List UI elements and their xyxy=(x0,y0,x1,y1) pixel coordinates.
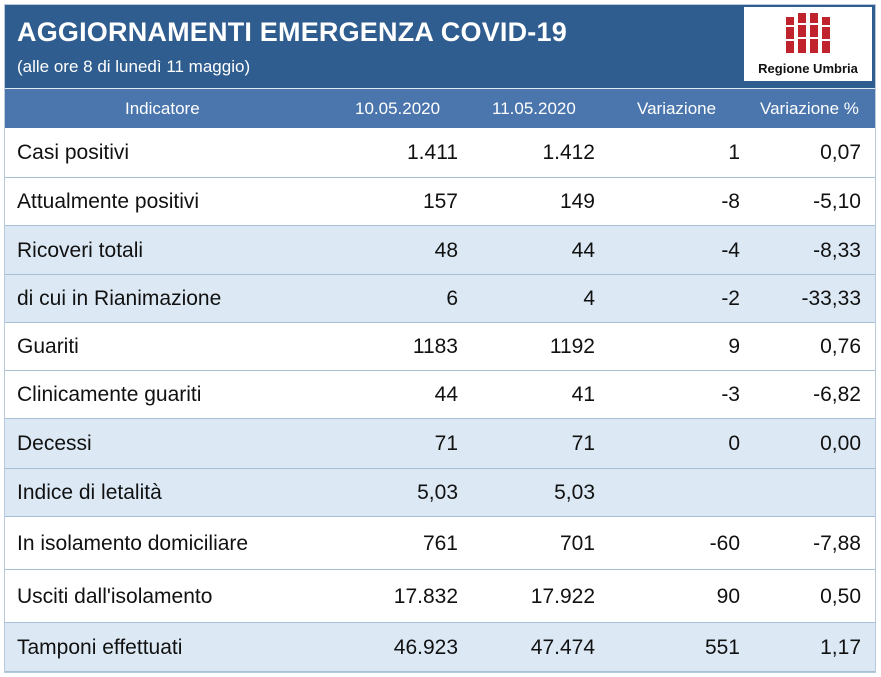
logo-text: Regione Umbria xyxy=(758,61,858,76)
row-value-date-1: 46.923 xyxy=(393,636,458,659)
table-row: Ricoveri totali 48 44 -4 -8,33 xyxy=(5,226,875,275)
table-body: Casi positivi 1.411 1.412 1 0,07 Attualmente … xyxy=(5,128,875,672)
row-variation: -60 xyxy=(709,532,740,555)
row-variation: 90 xyxy=(716,585,740,608)
row-value-date-1: 1183 xyxy=(412,335,458,358)
row-value-date-1: 5,03 xyxy=(417,481,458,504)
row-variation: 9 xyxy=(728,335,740,358)
col-header-date-1: 10.05.2020 xyxy=(355,99,441,118)
row-label: Guariti xyxy=(17,335,79,358)
col-header-date-2: 11.05.2020 xyxy=(492,99,576,118)
region-logo: Regione Umbria xyxy=(744,7,872,81)
row-value-date-1: 48 xyxy=(434,239,458,262)
table-row: Usciti dall'isolamento 17.832 17.922 90 0,50 xyxy=(5,570,875,623)
col-header-variazione: Variazione xyxy=(637,99,717,118)
col-header-variazione-pct: Variazione % xyxy=(760,99,859,118)
row-value-date-2: 701 xyxy=(559,532,595,555)
table-row: Casi positivi 1.411 1.412 1 0,07 xyxy=(5,128,875,178)
table-row: Guariti 1183 1192 9 0,76 xyxy=(5,323,875,371)
row-value-date-2: 44 xyxy=(571,239,595,262)
table-row: Indice di letalità 5,03 5,03 xyxy=(5,469,875,517)
row-variation: -3 xyxy=(721,383,740,406)
row-variation-pct: 1,17 xyxy=(820,636,861,659)
row-value-date-1: 17.832 xyxy=(393,585,458,608)
row-variation-pct: -8,33 xyxy=(813,239,861,262)
row-variation: 551 xyxy=(704,636,740,659)
row-variation-pct: -33,33 xyxy=(801,287,861,310)
row-variation-pct: 0,50 xyxy=(820,585,861,608)
table-row: di cui in Rianimazione 6 4 -2 -33,33 xyxy=(5,275,875,323)
row-label: Tamponi effettuati xyxy=(17,636,183,659)
row-value-date-2: 71 xyxy=(571,432,595,455)
bulletin-frame: AGGIORNAMENTI EMERGENZA COVID-19 (alle o… xyxy=(4,4,876,673)
row-value-date-1: 6 xyxy=(446,287,458,310)
row-label: Ricoveri totali xyxy=(17,239,144,262)
row-value-date-1: 71 xyxy=(434,432,458,455)
region-emblem-icon xyxy=(786,13,830,53)
row-value-date-2: 5,03 xyxy=(554,481,595,504)
row-value-date-2: 17.922 xyxy=(530,585,595,608)
row-variation: -8 xyxy=(721,190,740,213)
row-label: Decessi xyxy=(17,432,92,455)
row-label: Usciti dall'isolamento xyxy=(17,585,213,608)
page-subtitle: (alle ore 8 di lunedì 11 maggio) xyxy=(17,57,251,76)
table-row: Tamponi effettuati 46.923 47.474 551 1,17 xyxy=(5,623,875,672)
row-value-date-1: 761 xyxy=(422,532,458,555)
page-title: AGGIORNAMENTI EMERGENZA COVID-19 xyxy=(17,17,567,47)
row-label: Clinicamente guariti xyxy=(17,383,202,406)
row-label: Attualmente positivi xyxy=(17,190,200,213)
row-variation-pct: -6,82 xyxy=(813,383,861,406)
table-row: In isolamento domiciliare 761 701 -60 -7,88 xyxy=(5,517,875,570)
row-value-date-2: 1192 xyxy=(549,335,595,358)
row-variation: -4 xyxy=(721,239,740,262)
row-label: In isolamento domiciliare xyxy=(17,532,249,555)
table-row: Attualmente positivi 157 149 -8 -5,10 xyxy=(5,178,875,226)
row-variation-pct: -5,10 xyxy=(813,190,861,213)
row-variation: 1 xyxy=(728,141,740,164)
row-value-date-1: 1.411 xyxy=(407,141,458,164)
row-value-date-2: 1.412 xyxy=(542,141,595,164)
row-value-date-2: 41 xyxy=(571,383,595,406)
col-header-indicatore: Indicatore xyxy=(125,99,200,118)
table-row: Decessi 71 71 0 0,00 xyxy=(5,419,875,469)
row-value-date-2: 149 xyxy=(559,190,595,213)
row-label: Casi positivi xyxy=(17,141,130,164)
row-value-date-1: 44 xyxy=(434,383,458,406)
row-variation-pct: 0,76 xyxy=(820,335,861,358)
row-value-date-2: 4 xyxy=(583,287,595,310)
row-label: Indice di letalità xyxy=(17,481,162,504)
row-variation: 0 xyxy=(728,432,740,455)
row-value-date-1: 157 xyxy=(422,190,458,213)
row-variation-pct: 0,07 xyxy=(820,141,861,164)
table-row: Clinicamente guariti 44 41 -3 -6,82 xyxy=(5,371,875,419)
row-variation-pct: -7,88 xyxy=(813,532,861,555)
row-variation: -2 xyxy=(721,287,740,310)
row-variation-pct: 0,00 xyxy=(820,432,861,455)
row-label: di cui in Rianimazione xyxy=(17,287,222,310)
title-banner: AGGIORNAMENTI EMERGENZA COVID-19 (alle o… xyxy=(5,5,875,88)
row-value-date-2: 47.474 xyxy=(530,636,595,659)
table-header: Indicatore 10.05.2020 11.05.2020 Variazi… xyxy=(5,88,875,128)
